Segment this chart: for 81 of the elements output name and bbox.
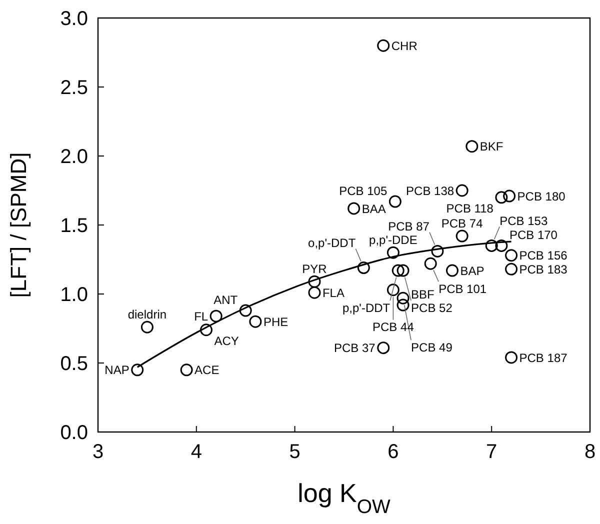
point	[431, 244, 444, 258]
annotation: BBF	[411, 287, 434, 302]
annotation: PCB 156	[519, 248, 568, 263]
annotation: ANT	[214, 292, 238, 307]
x-tick-label: 8	[584, 441, 596, 463]
y-axis-title: [LFT] / [SPMD]	[6, 152, 31, 298]
annotation: NAP	[104, 363, 130, 378]
x-tick-label: 3	[92, 441, 104, 463]
annotation: ACY	[214, 334, 239, 348]
y-tick-label: 1.0	[60, 284, 88, 306]
point	[131, 364, 144, 376]
point	[456, 184, 468, 197]
annotation: PCB 101	[438, 282, 487, 296]
point	[446, 264, 458, 277]
point	[140, 320, 154, 334]
annotation: PCB 180	[517, 189, 566, 204]
point	[386, 246, 400, 259]
annotation: dieldrin	[128, 307, 167, 322]
annotation: ACE	[194, 363, 220, 378]
annotation: PCB 183	[519, 262, 568, 276]
y-tick-label: 3.0	[60, 8, 88, 30]
x-tick-label: 6	[388, 441, 399, 463]
point	[505, 249, 518, 262]
annotation: PCB 87	[388, 220, 430, 234]
point	[386, 284, 400, 296]
annotation: PCB 170	[509, 228, 558, 242]
point	[249, 315, 262, 328]
point	[505, 351, 518, 364]
point	[505, 262, 518, 276]
point	[503, 190, 516, 202]
point	[466, 140, 478, 153]
annotation: PCB 138	[406, 184, 454, 198]
x-axis-title: log K$_{OW}$	[298, 478, 392, 518]
point	[210, 310, 222, 322]
y-tick-label: 1.5	[60, 215, 88, 237]
point	[456, 230, 468, 242]
y-tick-label: 0.5	[60, 353, 88, 375]
point	[348, 202, 360, 215]
x-tick-label: 5	[289, 441, 300, 463]
annotation: FL	[194, 309, 208, 324]
y-tick-label: 2.5	[60, 77, 88, 99]
annotation: PCB 74	[441, 216, 484, 230]
annotation: BKF	[480, 140, 504, 154]
annotation: p,p'-DDE	[369, 232, 418, 247]
point	[308, 286, 321, 299]
point	[180, 364, 193, 376]
point	[424, 257, 437, 270]
point	[308, 275, 321, 288]
annotation: PHE	[263, 314, 288, 329]
annotation: o,p'-DDT	[308, 236, 356, 250]
annotation: BAA	[362, 202, 386, 216]
point	[357, 262, 370, 274]
point	[377, 39, 390, 52]
annotation: PYR	[302, 262, 328, 276]
point	[396, 298, 410, 312]
x-tick-label: 4	[190, 441, 202, 463]
point	[495, 239, 508, 252]
point	[392, 264, 404, 277]
point	[377, 342, 390, 354]
x-tick-label: 7	[486, 441, 498, 463]
annotation: p,p'-DDT	[342, 300, 391, 315]
annotation: PCB 118	[446, 202, 494, 216]
annotation: FLA	[322, 286, 344, 300]
annotation: PCB 52	[411, 300, 453, 315]
point	[396, 292, 410, 304]
annotation: CHR	[391, 38, 418, 53]
point	[495, 191, 508, 204]
point	[200, 324, 212, 336]
annotation: PCB 187	[519, 350, 568, 365]
y-tick-label: 2.0	[60, 146, 88, 168]
point	[388, 195, 402, 208]
annotation: PCB 37	[334, 341, 376, 356]
point	[485, 239, 498, 252]
annotation: PCB 44	[372, 320, 414, 334]
annotation: PCB 153	[500, 214, 548, 228]
point	[396, 264, 410, 277]
annotation: PCB 49	[411, 340, 453, 354]
annotation: PCB 105	[339, 184, 388, 198]
y-tick-label: 0.0	[60, 422, 88, 444]
point	[239, 304, 252, 317]
annotation: BAP	[460, 264, 484, 278]
